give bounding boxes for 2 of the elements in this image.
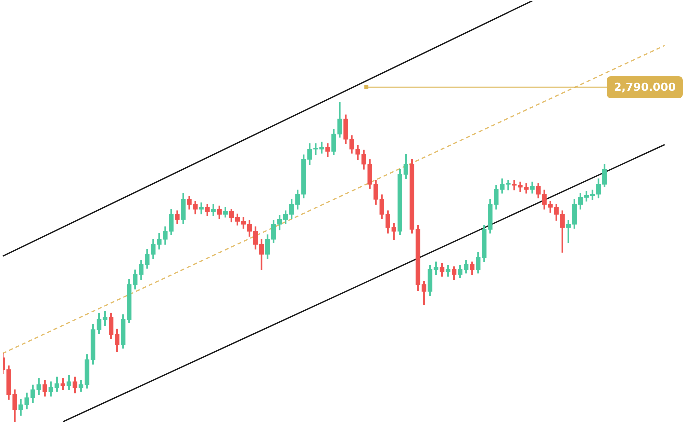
candlestick [199,202,204,215]
text: 2,790.000 [614,80,676,94]
